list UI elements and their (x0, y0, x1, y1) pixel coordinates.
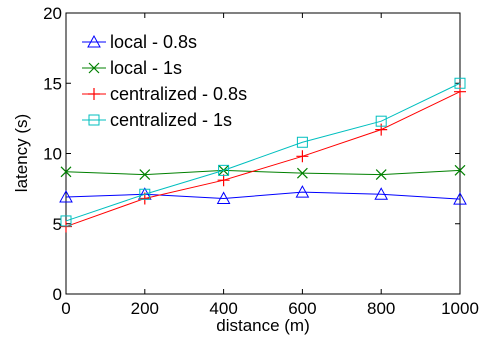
data-point (217, 174, 230, 187)
series-layer (59, 77, 467, 233)
data-point (60, 220, 72, 233)
data-point (139, 188, 151, 200)
legend: local - 0.8s local - 1s centralized - 0.8s… (82, 32, 247, 130)
data-point (296, 150, 309, 163)
x-tick-label: 200 (131, 299, 159, 318)
x-tick-label: 1000 (441, 299, 479, 318)
legend-label: centralized - 1s (110, 110, 232, 130)
x-tick-label: 400 (209, 299, 237, 318)
data-point (216, 191, 231, 204)
legend-label: centralized - 0.8s (110, 84, 247, 104)
x-tick-label: 600 (288, 299, 316, 318)
data-point (60, 166, 72, 178)
data-point (374, 187, 389, 200)
data-point (60, 215, 72, 227)
data-point (453, 192, 467, 205)
legend-label: local - 0.8s (110, 32, 197, 52)
legend-marker (88, 62, 100, 74)
axis-ticks: 0 200 400 600 800 1000 0 5 10 15 20 (43, 4, 479, 318)
y-tick-label: 15 (43, 74, 62, 93)
x-axis-label: distance (m) (216, 316, 310, 335)
y-tick-label: 0 (53, 285, 62, 304)
data-point (375, 115, 387, 127)
series-line (65, 91, 461, 228)
series-line (65, 169, 461, 176)
data-point (454, 164, 466, 176)
data-point (218, 164, 230, 176)
data-point (375, 169, 387, 180)
legend-entry: local - 1s (82, 58, 182, 78)
data-point (375, 123, 388, 136)
data-point (139, 169, 151, 180)
x-tick-label: 800 (367, 299, 395, 318)
legend-marker (87, 34, 101, 48)
series-line (65, 191, 461, 200)
data-point (59, 190, 73, 203)
data-point (296, 167, 308, 179)
y-tick-label: 10 (43, 145, 62, 164)
legend-label: local - 1s (110, 58, 182, 78)
series-4 (60, 77, 466, 227)
legend-marker (88, 88, 100, 100)
y-axis-label: latency (s) (12, 114, 31, 192)
y-tick-label: 20 (43, 4, 62, 23)
series-2 (60, 164, 466, 180)
legend-entry: centralized - 0.8s (82, 84, 247, 104)
legend-marker (88, 114, 100, 126)
legend-entry: local - 0.8s (82, 32, 197, 52)
plot-frame (65, 12, 461, 295)
data-point (295, 185, 310, 198)
data-point (454, 85, 466, 98)
series-line (65, 82, 461, 222)
y-tick-label: 5 (53, 215, 62, 234)
data-point (454, 77, 466, 89)
x-tick-label: 0 (61, 299, 70, 318)
data-point (296, 136, 308, 148)
legend-entry: centralized - 1s (82, 110, 232, 130)
